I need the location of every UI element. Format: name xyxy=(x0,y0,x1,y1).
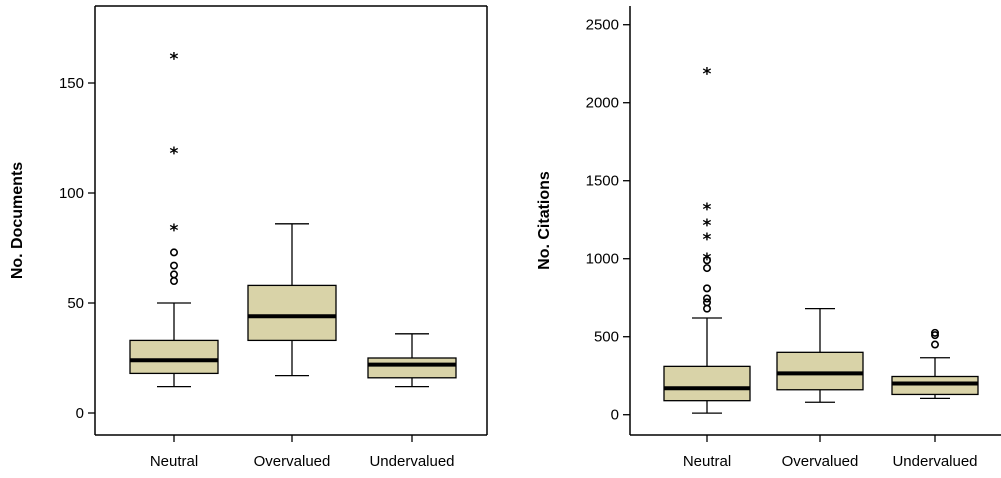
box-undervalued xyxy=(367,333,457,388)
y-tick-label: 150 xyxy=(59,75,84,92)
extreme-point: * xyxy=(703,65,712,85)
box-neutral: ***** xyxy=(663,65,751,414)
box-body xyxy=(247,284,337,342)
box-body xyxy=(663,365,751,402)
outlier-point xyxy=(170,276,179,285)
extreme-point: * xyxy=(703,200,712,220)
outlier-point xyxy=(702,298,711,307)
y-axis-title: No. Documents xyxy=(9,162,26,279)
box-overvalued xyxy=(776,307,864,403)
x-tick-label: Undervalued xyxy=(892,453,977,470)
box-overvalued xyxy=(247,223,337,377)
y-tick-label: 500 xyxy=(594,329,619,346)
outlier-point xyxy=(170,270,179,279)
y-tick-label: 100 xyxy=(59,185,84,202)
y-tick-label: 1000 xyxy=(586,251,619,268)
citations-box-plot-panel: 0 500 1000 1500 2000 2500 No. Citations Neutral… xyxy=(536,6,1001,470)
box-body xyxy=(129,339,219,375)
extreme-point: * xyxy=(170,144,179,164)
extreme-point: * xyxy=(170,50,179,70)
y-tick-label: 0 xyxy=(611,407,619,424)
extreme-point: * xyxy=(703,230,712,250)
outlier-point xyxy=(702,264,711,273)
box-neutral: * * * xyxy=(129,50,219,388)
y-tick-label: 50 xyxy=(67,295,84,312)
outlier-point xyxy=(930,340,939,349)
y-tick-label: 1500 xyxy=(586,173,619,190)
documents-box-plot-panel: 0 50 100 150 No. Documents Neutral Overvalued U… xyxy=(9,5,488,470)
box-undervalued xyxy=(891,328,979,399)
outlier-point xyxy=(170,261,179,270)
y-axis-title: No. Citations xyxy=(536,171,553,270)
extreme-point: * xyxy=(703,250,712,270)
extreme-point: * xyxy=(170,221,179,241)
x-tick-label: Neutral xyxy=(150,453,198,470)
x-tick-label: Undervalued xyxy=(369,453,454,470)
outlier-point xyxy=(702,284,711,293)
outlier-point xyxy=(170,248,179,257)
box-body xyxy=(776,351,864,391)
outlier-point xyxy=(930,328,939,337)
y-tick-label: 2500 xyxy=(586,17,619,34)
outlier-point xyxy=(702,256,711,265)
extreme-point: * xyxy=(703,216,712,236)
x-tick-label: Neutral xyxy=(683,453,731,470)
outlier-point xyxy=(702,294,711,303)
box-body xyxy=(367,357,457,379)
x-tick-label: Overvalued xyxy=(254,453,331,470)
y-tick-label: 2000 xyxy=(586,95,619,112)
y-tick-label: 0 xyxy=(76,405,84,422)
x-tick-label: Overvalued xyxy=(782,453,859,470)
